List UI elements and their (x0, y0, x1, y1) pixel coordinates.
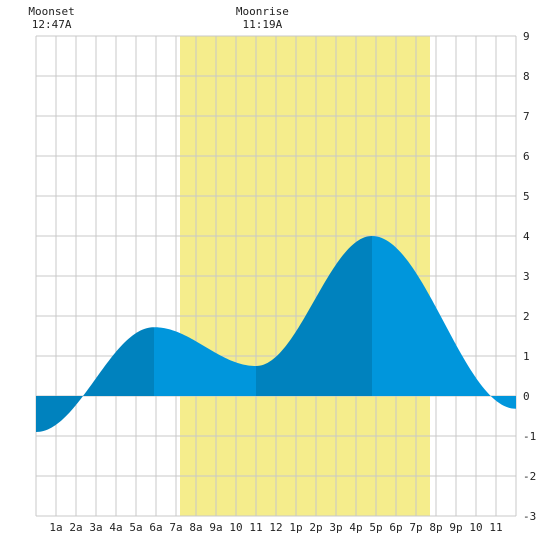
x-tick-label: 5p (369, 521, 382, 534)
x-tick-label: 3a (89, 521, 102, 534)
x-tick-label: 10 (229, 521, 242, 534)
moonset-label: Moonset (28, 5, 74, 18)
x-tick-label: 3p (329, 521, 342, 534)
y-tick-label: 9 (523, 30, 530, 43)
rising-tide-segment (36, 327, 154, 432)
x-tick-label: 11 (489, 521, 502, 534)
x-tick-label: 12 (269, 521, 282, 534)
x-tick-label: 9a (209, 521, 222, 534)
x-tick-label: 5a (129, 521, 142, 534)
y-tick-label: 5 (523, 190, 530, 203)
y-tick-labels: -3 -2 -1 0 1 2 3 4 5 6 7 8 9 (523, 30, 536, 523)
x-tick-label: 1a (49, 521, 62, 534)
falling-tide-segment (372, 236, 516, 409)
y-tick-label: 0 (523, 390, 530, 403)
rising-tide-segment (256, 236, 372, 396)
x-tick-label: 10 (469, 521, 482, 534)
x-tick-label: 7a (169, 521, 182, 534)
x-tick-label: 4p (349, 521, 362, 534)
x-tick-label: 2p (309, 521, 322, 534)
y-tick-label: 3 (523, 270, 530, 283)
x-tick-label: 6p (389, 521, 402, 534)
x-tick-label: 7p (409, 521, 422, 534)
y-tick-label: 1 (523, 350, 530, 363)
x-tick-label: 11 (249, 521, 262, 534)
moonrise-time: 11:19A (243, 18, 283, 31)
y-tick-label: -1 (523, 430, 536, 443)
x-tick-label: 9p (449, 521, 462, 534)
x-tick-label: 1p (289, 521, 302, 534)
x-tick-label: 8a (189, 521, 202, 534)
y-tick-label: 8 (523, 70, 530, 83)
falling-tide-segment (154, 327, 256, 396)
x-tick-label: 8p (429, 521, 442, 534)
y-tick-label: -3 (523, 510, 536, 523)
y-tick-label: 7 (523, 110, 530, 123)
x-tick-label: 6a (149, 521, 162, 534)
moonset-time: 12:47A (32, 18, 72, 31)
moonrise-label: Moonrise (236, 5, 289, 18)
y-tick-label: 2 (523, 310, 530, 323)
tide-area-layer (36, 236, 516, 432)
x-tick-label: 4a (109, 521, 122, 534)
x-tick-label: 2a (69, 521, 82, 534)
moon-annotations: Moonset 12:47A Moonrise 11:19A (28, 5, 288, 31)
y-tick-label: -2 (523, 470, 536, 483)
grid-layer (35, 35, 517, 517)
x-tick-labels: 1a 2a 3a 4a 5a 6a 7a 8a 9a 10 11 12 1p 2p 3p 4p 5p 6p 7p 8p… (49, 521, 502, 534)
y-tick-label: 4 (523, 230, 530, 243)
y-tick-label: 6 (523, 150, 530, 163)
